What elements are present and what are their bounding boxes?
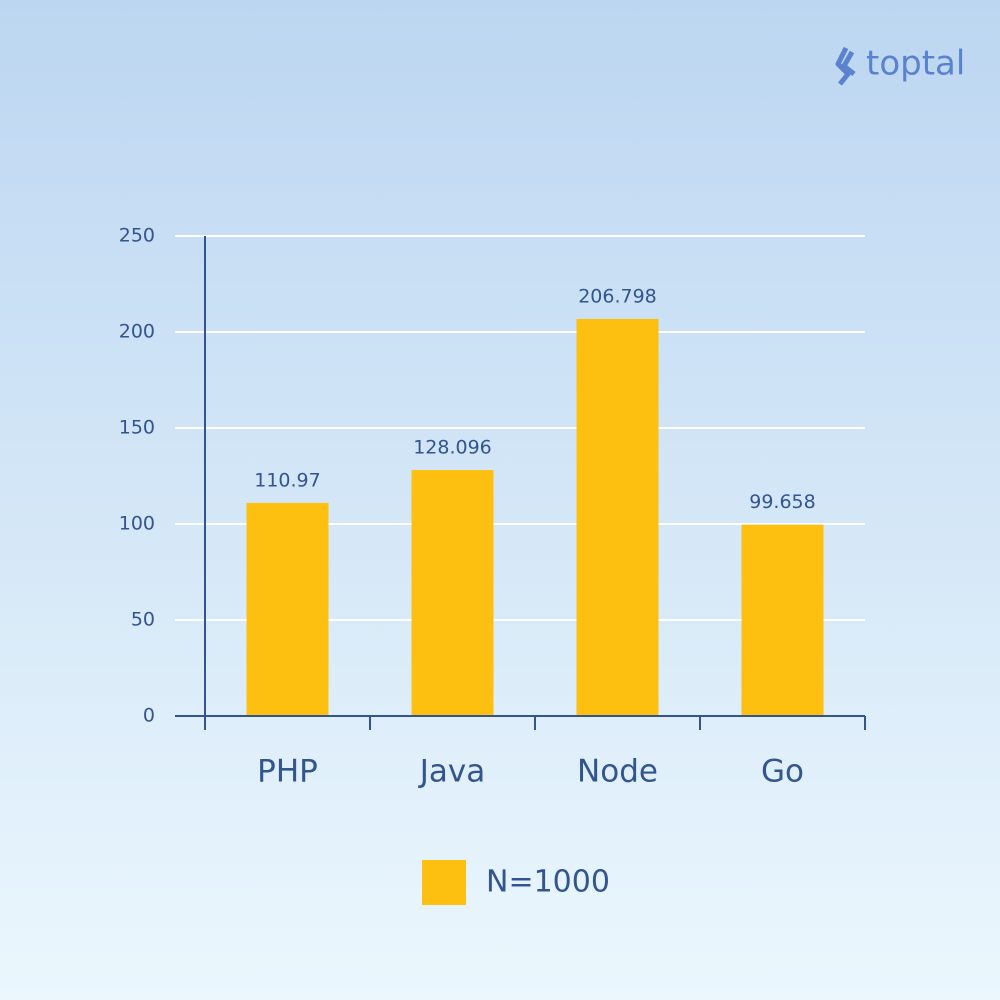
y-tick-label: 100 [119,513,155,535]
y-tick-label: 250 [119,225,155,247]
value-label: 110.97 [254,469,320,491]
x-tick-label: PHP [257,754,318,790]
x-tick-label: Java [418,754,485,790]
value-label: 99.658 [749,491,815,513]
logo: toptal [835,44,965,86]
plot: 0 50 100 150 200 250 110.97 PHP 128.096 Java 206.7… [119,225,866,905]
y-tick-label: 50 [131,609,155,631]
value-label: 128.096 [413,437,492,459]
y-tick-label: 150 [119,417,155,439]
bar [741,524,824,716]
x-tick-label: Go [761,754,804,790]
bar [411,470,494,716]
logo-text: toptal [866,44,965,84]
bar [246,502,329,716]
legend-swatch [422,860,466,905]
y-tick-label: 200 [119,321,155,343]
value-label: 206.798 [578,285,657,307]
x-tick-label: Node [577,754,658,790]
y-tick-label: 0 [143,705,155,727]
logo-icon [835,46,856,86]
bar [576,318,659,716]
legend-label: N=1000 [486,865,610,900]
